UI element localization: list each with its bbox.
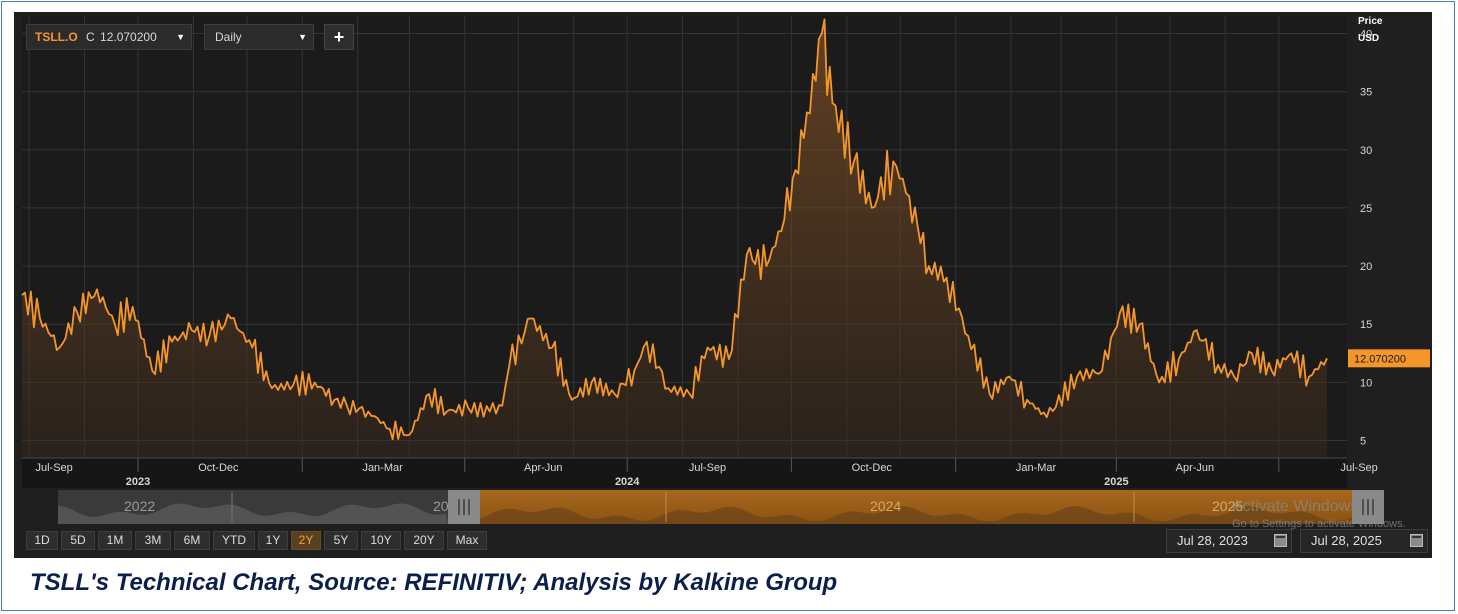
x-year-label: 2024	[615, 476, 640, 488]
x-tick-label: Apr-Jun	[1176, 462, 1215, 474]
price-line	[21, 18, 1328, 441]
range-button-1m[interactable]: 1M	[98, 531, 132, 550]
x-tick-label: Jan-Mar	[362, 462, 403, 474]
watermark-subtitle: Go to Settings to activate Windows.	[1232, 518, 1406, 530]
y-tick-label: 10	[1360, 377, 1372, 389]
calendar-icon[interactable]	[1274, 534, 1287, 547]
y-tick-label: 40	[1360, 28, 1372, 40]
range-button-5d[interactable]: 5D	[61, 531, 95, 550]
symbol-label: TSLL.O	[35, 30, 78, 44]
chevron-down-icon: ▼	[176, 32, 185, 42]
x-year-label: 2023	[126, 476, 150, 488]
x-tick-label: Oct-Dec	[852, 462, 893, 474]
range-button-3m[interactable]: 3M	[135, 531, 171, 550]
navigator-label: 20	[433, 498, 449, 514]
range-button-1d[interactable]: 1D	[26, 531, 58, 550]
x-tick-label: Jul-Sep	[35, 462, 72, 474]
interval-label: Daily	[215, 30, 242, 44]
y-tick-label: 20	[1360, 261, 1372, 273]
navigator[interactable]: 2022 20 2024 2025	[58, 490, 1384, 524]
watermark-title: Activate Windows	[1232, 498, 1359, 515]
y-tick-label: 30	[1360, 145, 1372, 157]
x-tick-label: Jul-Sep	[689, 462, 726, 474]
range-button-10y[interactable]: 10Y	[361, 531, 401, 550]
last-value-text: 12.070200	[1354, 353, 1406, 365]
range-button-ytd[interactable]: YTD	[213, 531, 255, 550]
y-tick-label: 25	[1360, 203, 1372, 215]
interval-selector[interactable]: Daily ▼	[204, 24, 314, 50]
x-axis: Jul-Sep Oct-Dec Jan-Mar Apr-Jun Jul-Sep Oct-D…	[22, 457, 1378, 488]
range-button-1y[interactable]: 1Y	[258, 531, 288, 550]
range-button-2y[interactable]: 2Y	[291, 531, 321, 550]
last-value-box	[1348, 349, 1430, 368]
series-layer	[21, 18, 1328, 459]
figure-caption: TSLL's Technical Chart, Source: REFINITI…	[30, 569, 838, 596]
x-axis-band	[22, 458, 1347, 488]
navigator-label: 2022	[124, 498, 155, 514]
y-tick-label: 15	[1360, 319, 1372, 331]
range-button-max[interactable]: Max	[447, 531, 487, 550]
chevron-down-icon: ▼	[298, 32, 307, 42]
add-study-button[interactable]: +	[324, 24, 354, 50]
chart-app: Price USD 5 10 15 20 25 30 35 40 Jul-Sep Oct-Dec…	[14, 12, 1432, 558]
navigator-handle-left[interactable]	[448, 490, 480, 524]
last-value-tag: 12.070200	[1348, 349, 1430, 368]
navigator-label: 2025	[1212, 498, 1243, 514]
close-value: 12.070200	[100, 30, 157, 44]
navigator-label: 2024	[870, 498, 901, 514]
range-button-5y[interactable]: 5Y	[324, 531, 358, 550]
x-tick-label: Jan-Mar	[1016, 462, 1057, 474]
activation-watermark: Activate Windows Go to Settings to activ…	[1232, 498, 1406, 530]
price-area	[22, 19, 1327, 459]
x-tick-label: Apr-Jun	[524, 462, 563, 474]
x-year-label: 2025	[1104, 476, 1128, 488]
y-axis-title: Price	[1358, 16, 1383, 27]
date-from-value: Jul 28, 2023	[1177, 533, 1248, 548]
y-tick-label: 35	[1360, 87, 1372, 99]
range-button-6m[interactable]: 6M	[174, 531, 210, 550]
date-from-field[interactable]: Jul 28, 2023	[1166, 529, 1292, 553]
range-button-20y[interactable]: 20Y	[404, 531, 444, 550]
close-prefix: C	[86, 30, 95, 44]
x-tick-label: Jul-Sep	[1340, 462, 1377, 474]
y-axis-unit: USD	[1358, 33, 1379, 44]
navigator-sparkline-left	[58, 503, 448, 524]
date-to-field[interactable]: Jul 28, 2025	[1300, 529, 1428, 553]
date-to-value: Jul 28, 2025	[1311, 533, 1382, 548]
symbol-selector[interactable]: TSLL.O C 12.070200 ▼	[26, 24, 192, 50]
y-axis: Price USD 5 10 15 20 25 30 35 40	[1358, 16, 1383, 448]
calendar-icon[interactable]	[1410, 534, 1423, 547]
y-tick-label: 5	[1360, 436, 1366, 448]
navigator-handle-right[interactable]	[1352, 490, 1384, 524]
x-tick-label: Oct-Dec	[198, 462, 239, 474]
